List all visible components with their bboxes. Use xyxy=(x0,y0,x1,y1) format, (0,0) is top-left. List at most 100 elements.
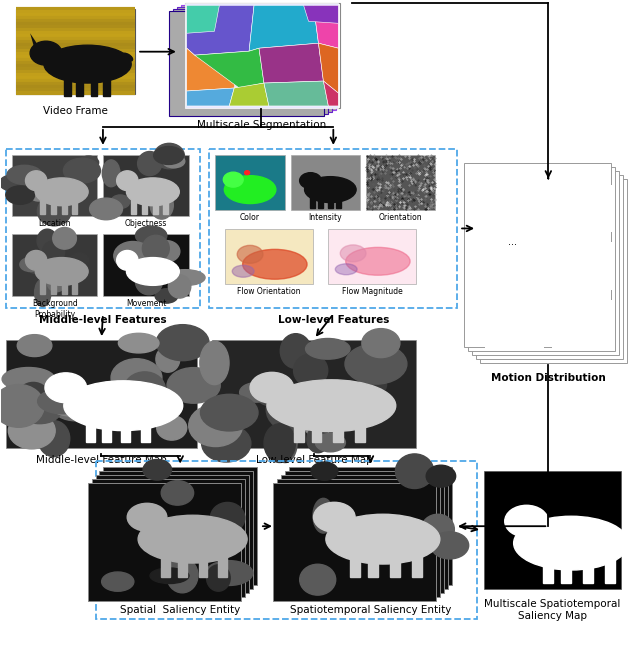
Text: Objectness: Objectness xyxy=(125,219,167,229)
Ellipse shape xyxy=(28,181,49,201)
Bar xyxy=(412,553,422,577)
Ellipse shape xyxy=(138,515,247,563)
Ellipse shape xyxy=(26,250,47,270)
Bar xyxy=(497,187,503,230)
Ellipse shape xyxy=(371,524,393,561)
Ellipse shape xyxy=(362,328,400,358)
Bar xyxy=(552,300,612,348)
Ellipse shape xyxy=(294,354,328,387)
Ellipse shape xyxy=(305,177,356,203)
Bar xyxy=(64,74,71,96)
Bar xyxy=(102,419,111,442)
Ellipse shape xyxy=(156,347,180,372)
Bar xyxy=(104,234,189,296)
Bar xyxy=(554,335,561,346)
Ellipse shape xyxy=(90,198,122,219)
Ellipse shape xyxy=(38,389,88,413)
Bar xyxy=(485,300,545,348)
Bar xyxy=(487,249,493,288)
Ellipse shape xyxy=(35,258,88,286)
Ellipse shape xyxy=(37,229,58,252)
Bar xyxy=(131,199,136,214)
Text: Spatiotemporal Saliency Entity: Spatiotemporal Saliency Entity xyxy=(290,605,451,615)
Ellipse shape xyxy=(45,373,86,403)
Ellipse shape xyxy=(35,279,51,306)
Ellipse shape xyxy=(7,165,42,185)
Ellipse shape xyxy=(202,425,251,462)
Text: ...: ... xyxy=(508,237,517,248)
Ellipse shape xyxy=(340,245,366,262)
Ellipse shape xyxy=(26,171,47,191)
Bar xyxy=(368,553,378,577)
Bar xyxy=(178,553,187,577)
Ellipse shape xyxy=(201,520,228,539)
Text: Location: Location xyxy=(38,219,71,229)
Polygon shape xyxy=(187,5,220,33)
Bar xyxy=(72,199,77,214)
Bar xyxy=(333,419,343,442)
Ellipse shape xyxy=(313,498,333,533)
Ellipse shape xyxy=(314,502,355,532)
Ellipse shape xyxy=(273,421,297,462)
Bar xyxy=(86,419,95,442)
Ellipse shape xyxy=(118,333,159,353)
Bar xyxy=(61,279,67,294)
Ellipse shape xyxy=(161,480,194,505)
Text: Flow Magnitude: Flow Magnitude xyxy=(342,287,403,296)
Ellipse shape xyxy=(8,413,55,449)
Bar xyxy=(61,199,67,214)
Text: Middle-level Feature Map: Middle-level Feature Map xyxy=(36,456,167,466)
Ellipse shape xyxy=(373,529,404,559)
Text: Intensity: Intensity xyxy=(308,213,342,221)
Ellipse shape xyxy=(136,513,166,530)
Ellipse shape xyxy=(30,41,62,65)
Ellipse shape xyxy=(205,561,253,585)
Bar xyxy=(104,155,189,217)
Bar xyxy=(355,419,365,442)
Ellipse shape xyxy=(6,186,35,204)
Bar xyxy=(554,273,561,288)
Ellipse shape xyxy=(28,261,47,274)
Ellipse shape xyxy=(63,159,100,183)
Ellipse shape xyxy=(237,246,263,264)
Bar xyxy=(584,244,590,288)
Bar xyxy=(583,559,593,583)
Polygon shape xyxy=(249,5,319,52)
Bar xyxy=(564,256,570,288)
Bar xyxy=(536,226,542,230)
Ellipse shape xyxy=(225,176,276,203)
Ellipse shape xyxy=(156,324,209,361)
Bar xyxy=(185,3,339,108)
Bar xyxy=(526,217,532,230)
Ellipse shape xyxy=(157,415,187,440)
Bar xyxy=(464,163,611,347)
Bar xyxy=(472,171,619,355)
Bar xyxy=(516,264,523,288)
Ellipse shape xyxy=(165,270,205,286)
Bar xyxy=(536,277,542,288)
Bar xyxy=(294,419,303,442)
Bar xyxy=(350,553,360,577)
Bar xyxy=(104,74,110,96)
Ellipse shape xyxy=(154,143,184,169)
Ellipse shape xyxy=(124,372,166,407)
Ellipse shape xyxy=(163,155,185,168)
Bar xyxy=(584,308,590,346)
Ellipse shape xyxy=(2,367,55,391)
Bar xyxy=(526,337,532,346)
Bar xyxy=(216,155,285,209)
Bar xyxy=(88,484,241,601)
Bar xyxy=(104,468,257,585)
Bar xyxy=(564,197,570,230)
Bar xyxy=(51,199,56,214)
Bar xyxy=(552,242,612,290)
Text: Movement: Movement xyxy=(126,299,166,308)
Bar xyxy=(281,476,444,593)
Text: Spatial  Saliency Entity: Spatial Saliency Entity xyxy=(120,605,241,615)
Ellipse shape xyxy=(48,188,70,209)
Bar xyxy=(319,194,323,209)
Bar xyxy=(12,234,97,296)
Ellipse shape xyxy=(35,178,88,205)
Ellipse shape xyxy=(49,394,97,416)
Ellipse shape xyxy=(143,460,172,480)
